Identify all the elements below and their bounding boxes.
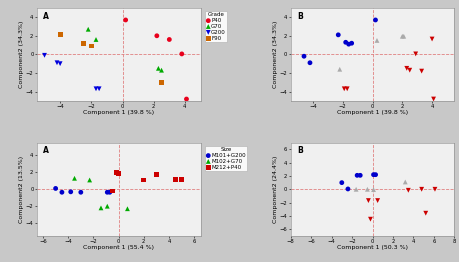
Y-axis label: Component2 (13.5%): Component2 (13.5%) (19, 156, 24, 223)
G200 (56, 62, 64, 66)
P40 (166, 37, 173, 42)
Y-axis label: Component2 (34.3%): Component2 (34.3%) (273, 21, 278, 88)
X-axis label: Component 1 (50.3 %): Component 1 (50.3 %) (337, 245, 408, 250)
Y-axis label: Component2 (24.4%): Component2 (24.4%) (273, 156, 278, 223)
6 (335, 33, 342, 37)
M212+P40 (140, 178, 147, 182)
20 (338, 181, 346, 185)
20 (353, 173, 361, 177)
6 (300, 54, 308, 58)
40 (370, 188, 377, 192)
F90 (158, 80, 165, 84)
G200 (95, 87, 103, 91)
M212+P40 (172, 177, 179, 182)
M102+G70 (104, 204, 111, 208)
40 (402, 180, 409, 184)
Text: B: B (297, 146, 303, 155)
6 (345, 42, 353, 46)
X-axis label: Component 1 (39.8 %): Component 1 (39.8 %) (337, 111, 408, 116)
6 (372, 18, 379, 22)
G70 (155, 66, 162, 70)
P40 (178, 52, 185, 56)
Legend: M101+G200, M102+G70, M212+P40: M101+G200, M102+G70, M212+P40 (205, 146, 247, 171)
M101+G200 (58, 190, 66, 194)
M102+G70 (97, 206, 105, 210)
6 (306, 61, 313, 65)
P40 (122, 18, 129, 22)
M102+G70 (86, 178, 93, 182)
P40 (183, 97, 190, 101)
M101+G200 (106, 190, 113, 194)
X-axis label: Component 1 (55.4 %): Component 1 (55.4 %) (83, 245, 154, 250)
G200 (41, 53, 48, 57)
M101+G200 (52, 186, 59, 190)
Legend: P40, G70, G200, F90: P40, G70, G200, F90 (205, 11, 228, 42)
10 (430, 97, 437, 101)
10 (343, 87, 351, 91)
M101+G200 (77, 190, 84, 194)
50 (374, 199, 381, 203)
F90 (80, 41, 87, 45)
M212+P40 (178, 177, 185, 181)
G200 (92, 87, 100, 91)
50 (431, 187, 439, 191)
Text: A: A (43, 12, 49, 21)
8 (400, 34, 408, 38)
P40 (153, 34, 161, 38)
50 (367, 217, 374, 221)
6 (348, 41, 355, 45)
20 (372, 173, 379, 177)
10 (341, 87, 348, 91)
Y-axis label: Component2 (34.3%): Component2 (34.3%) (19, 21, 24, 88)
8 (336, 67, 343, 71)
6 (342, 40, 349, 44)
G200 (53, 61, 61, 65)
8 (373, 38, 381, 42)
50 (405, 188, 412, 192)
10 (406, 68, 414, 72)
10 (428, 37, 436, 41)
10 (403, 66, 410, 70)
M212+P40 (153, 173, 160, 177)
20 (344, 187, 352, 191)
M102+G70 (71, 176, 78, 180)
M212+P40 (109, 189, 116, 193)
X-axis label: Component 1 (39.8 %): Component 1 (39.8 %) (83, 111, 154, 116)
M101+G200 (104, 190, 111, 194)
50 (422, 211, 430, 215)
G70 (158, 68, 165, 72)
M101+G200 (67, 190, 74, 194)
M102+G70 (124, 207, 131, 211)
40 (353, 187, 360, 191)
F90 (88, 44, 95, 48)
10 (412, 52, 420, 56)
50 (365, 199, 372, 203)
20 (370, 173, 377, 177)
M212+P40 (115, 171, 122, 175)
Text: A: A (43, 146, 49, 155)
G70 (92, 37, 100, 42)
F90 (56, 33, 64, 37)
20 (357, 173, 364, 177)
10 (418, 69, 425, 73)
M212+P40 (112, 170, 120, 174)
50 (418, 187, 425, 191)
Text: B: B (297, 12, 303, 21)
8 (398, 34, 406, 38)
40 (364, 187, 371, 191)
G70 (84, 27, 92, 31)
